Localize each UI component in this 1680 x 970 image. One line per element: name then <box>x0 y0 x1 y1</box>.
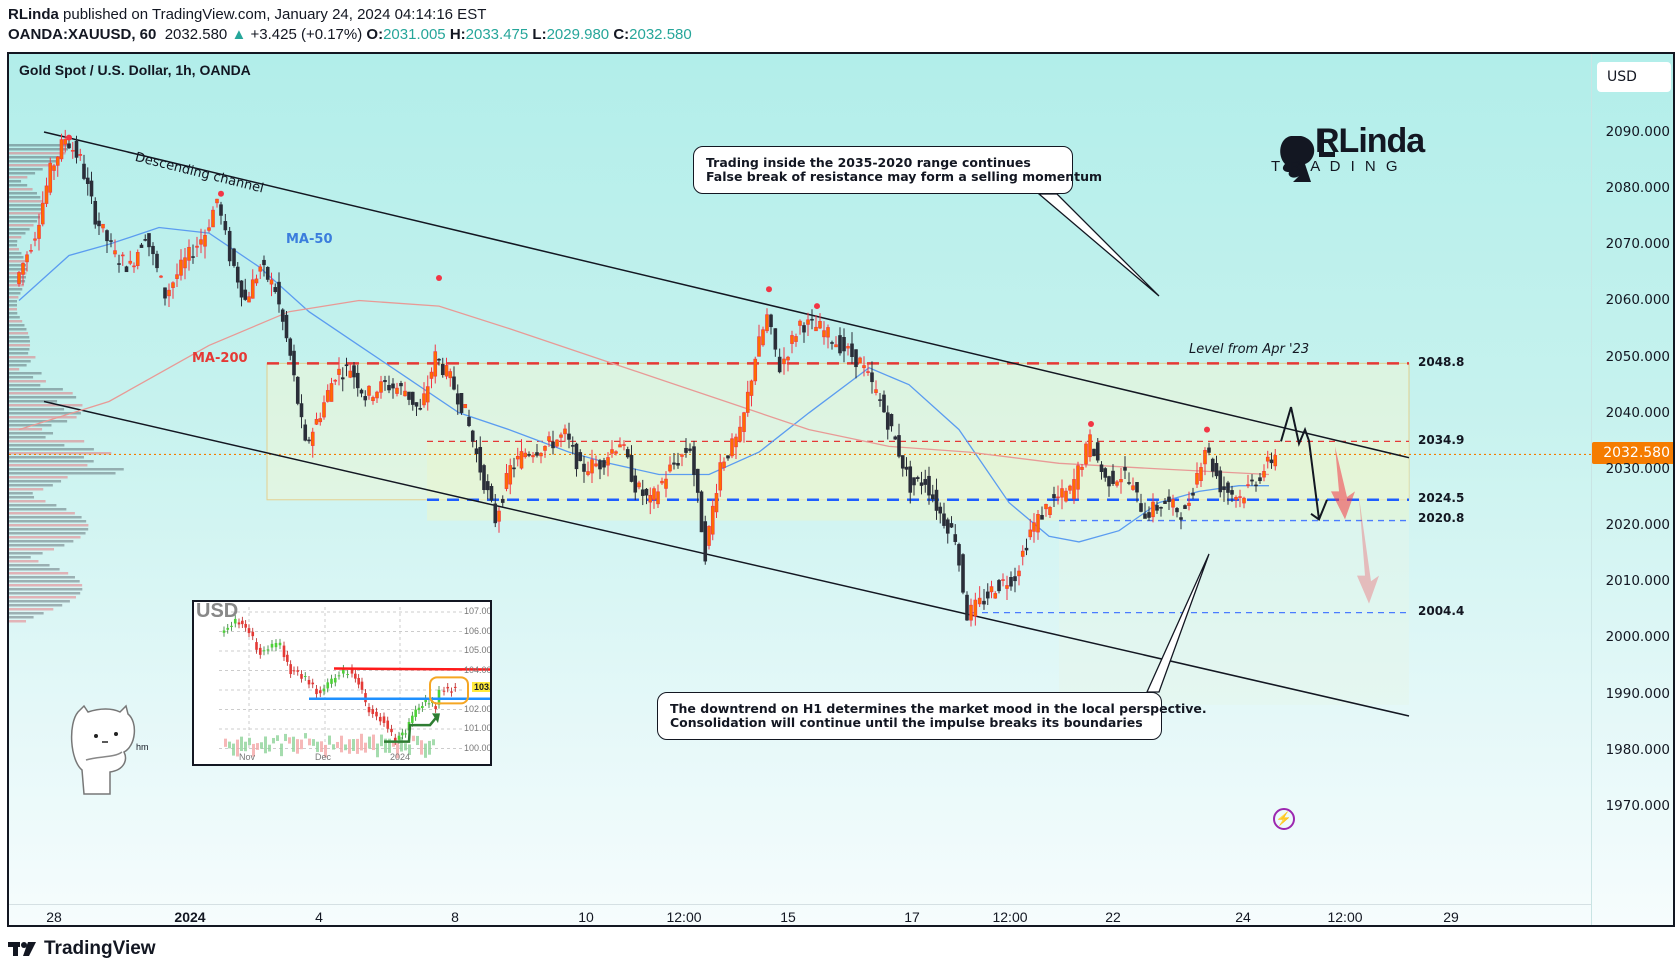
inset-y-label: 106.00 <box>464 626 492 636</box>
time-axis[interactable]: 28 2024 4 8 10 12:00 15 17 12:00 22 24 12:00 29 <box>9 904 1591 927</box>
change-value: +3.425 (+0.17%) <box>250 26 362 43</box>
time-axis-label: 12:00 <box>666 909 701 925</box>
inset-current-tag: 103.09 <box>472 682 492 692</box>
last-price: 2032.580 <box>165 26 228 43</box>
time-axis-label: 22 <box>1105 909 1121 925</box>
publish-text: published on TradingView.com, January 24… <box>63 6 486 23</box>
level-label-2048: 2048.8 <box>1418 355 1464 369</box>
time-axis-label: 2024 <box>174 909 205 925</box>
price-axis-label: 2050.000 <box>1606 349 1670 365</box>
inset-y-label: 107.00 <box>464 606 492 616</box>
time-axis-label: 8 <box>451 909 459 925</box>
time-axis-label: 12:00 <box>1327 909 1362 925</box>
level-from-apr-label: Level from Apr '23 <box>1189 342 1309 357</box>
inset-title: USD <box>196 600 238 623</box>
time-axis-label: 24 <box>1235 909 1251 925</box>
inset-y-label: 102.00 <box>464 704 492 714</box>
price-axis-label: 2040.000 <box>1606 405 1670 421</box>
open-label: O: <box>366 26 383 43</box>
level-label-2020: 2020.8 <box>1418 511 1464 525</box>
price-axis-label: 2070.000 <box>1606 236 1670 252</box>
chart-plot-area[interactable]: Gold Spot / U.S. Dollar, 1h, OANDA RLind… <box>9 54 1591 927</box>
inset-y-label: 100.00 <box>464 743 492 753</box>
price-axis[interactable]: USD 2032.580 2090.000 2080.000 2070.000 206… <box>1591 54 1675 927</box>
price-axis-label: 1990.000 <box>1606 686 1670 702</box>
time-axis-label: 17 <box>904 909 920 925</box>
time-axis-label: 10 <box>578 909 594 925</box>
low-label: L: <box>532 26 546 43</box>
chart-frame: Gold Spot / U.S. Dollar, 1h, OANDA RLind… <box>7 52 1675 927</box>
inset-x-label: 2024 <box>390 752 410 762</box>
tradingview-brand-text: TradingView <box>44 938 156 960</box>
ma200-label: MA-200 <box>192 351 248 366</box>
high-label: H: <box>450 26 466 43</box>
inset-y-label: 101.00 <box>464 723 492 733</box>
price-axis-label: 2030.000 <box>1606 461 1670 477</box>
callout-top-line1: Trading inside the 2035-2020 range conti… <box>706 156 1060 170</box>
symbol-label: OANDA:XAUUSD, 60 <box>8 26 156 43</box>
time-axis-label: 29 <box>1443 909 1459 925</box>
price-axis-label: 1970.000 <box>1606 798 1670 814</box>
change-up-arrow-icon: ▲ <box>231 26 246 43</box>
lightning-event-icon[interactable]: ⚡ <box>1273 808 1295 830</box>
time-axis-label: 4 <box>315 909 323 925</box>
inset-y-label: 104.00 <box>464 665 492 675</box>
inset-chart-svg <box>194 602 490 764</box>
author-name[interactable]: RLinda <box>8 6 59 23</box>
price-axis-label: 2010.000 <box>1606 573 1670 589</box>
callout-bottom-line1: The downtrend on H1 determines the marke… <box>670 702 1149 716</box>
time-axis-label: 15 <box>780 909 796 925</box>
mascot-sticker: hm <box>64 700 154 800</box>
level-label-2004: 2004.4 <box>1418 604 1464 618</box>
symbol-ohlc-bar: OANDA:XAUUSD, 60 2032.580 ▲ +3.425 (+0.1… <box>8 26 692 43</box>
level-label-2024: 2024.5 <box>1418 491 1464 505</box>
price-axis-label: 2080.000 <box>1606 180 1670 196</box>
tradingview-logo-icon <box>8 940 38 958</box>
close-value: 2032.580 <box>629 26 692 43</box>
inset-y-label: 105.00 <box>464 645 492 655</box>
tradingview-brand[interactable]: TradingView <box>8 938 156 960</box>
mascot-text: hm <box>136 742 149 752</box>
high-value: 2033.475 <box>466 26 529 43</box>
price-axis-label: 2060.000 <box>1606 292 1670 308</box>
close-label: C: <box>613 26 629 43</box>
time-axis-label: 12:00 <box>992 909 1027 925</box>
callout-bottom: The downtrend on H1 determines the marke… <box>657 692 1162 740</box>
chart-title: Gold Spot / U.S. Dollar, 1h, OANDA <box>19 62 251 78</box>
currency-button[interactable]: USD <box>1597 62 1671 92</box>
price-axis-label: 1980.000 <box>1606 742 1670 758</box>
price-axis-label: 2090.000 <box>1606 124 1670 140</box>
callout-top-line2: False break of resistance may form a sel… <box>706 170 1060 184</box>
price-axis-label: 2000.000 <box>1606 629 1670 645</box>
callout-top: Trading inside the 2035-2020 range conti… <box>693 146 1073 194</box>
inset-x-label: Dec <box>315 752 331 762</box>
inset-x-label: Nov <box>239 752 255 762</box>
rlinda-trading-logo: RLinda T R A D I N G <box>1271 116 1421 186</box>
publish-info: RLinda published on TradingView.com, Jan… <box>8 6 486 23</box>
inset-usd-chart: USD 107.00 106.00 105.00 104.00 102.00 101.00… <box>192 600 492 766</box>
price-axis-label: 2020.000 <box>1606 517 1670 533</box>
logo-text-top: RLinda <box>1315 122 1424 161</box>
ma50-label: MA-50 <box>286 232 332 247</box>
level-label-2034: 2034.9 <box>1418 433 1464 447</box>
callout-bottom-line2: Consolidation will continue until the im… <box>670 716 1149 730</box>
open-value: 2031.005 <box>383 26 446 43</box>
time-axis-label: 28 <box>46 909 62 925</box>
low-value: 2029.980 <box>547 26 610 43</box>
logo-text-bottom: T R A D I N G <box>1271 158 1401 175</box>
